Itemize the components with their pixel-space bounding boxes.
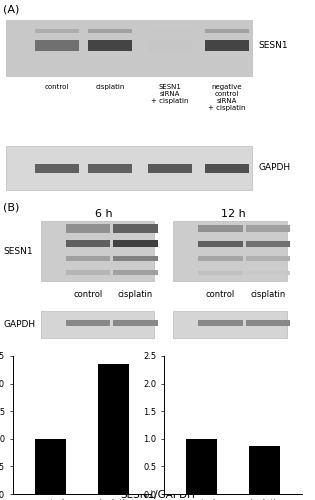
FancyBboxPatch shape — [88, 40, 132, 50]
Text: cisplatin: cisplatin — [118, 290, 153, 299]
FancyBboxPatch shape — [148, 29, 192, 33]
FancyBboxPatch shape — [205, 40, 249, 50]
FancyBboxPatch shape — [173, 221, 287, 281]
Text: control: control — [206, 290, 235, 299]
Text: control: control — [74, 290, 103, 299]
Text: 6 h: 6 h — [95, 209, 113, 219]
Text: cisplatin: cisplatin — [250, 290, 285, 299]
FancyBboxPatch shape — [41, 221, 154, 281]
Text: 12 h: 12 h — [221, 209, 245, 219]
FancyBboxPatch shape — [113, 320, 158, 326]
FancyBboxPatch shape — [88, 164, 132, 172]
FancyBboxPatch shape — [113, 240, 158, 247]
FancyBboxPatch shape — [41, 311, 154, 338]
Text: (B): (B) — [3, 203, 20, 213]
Text: GAPDH: GAPDH — [258, 164, 290, 172]
Text: SESN1: SESN1 — [258, 40, 288, 50]
FancyBboxPatch shape — [173, 311, 287, 338]
Text: SESN1/GAPDH: SESN1/GAPDH — [120, 490, 195, 500]
FancyBboxPatch shape — [198, 270, 243, 274]
FancyBboxPatch shape — [148, 40, 192, 50]
FancyBboxPatch shape — [246, 225, 290, 232]
FancyBboxPatch shape — [113, 270, 158, 275]
FancyBboxPatch shape — [246, 270, 290, 274]
FancyBboxPatch shape — [148, 164, 192, 172]
Text: (A): (A) — [3, 4, 20, 14]
FancyBboxPatch shape — [35, 164, 79, 172]
FancyBboxPatch shape — [198, 240, 243, 246]
FancyBboxPatch shape — [198, 256, 243, 261]
FancyBboxPatch shape — [6, 146, 252, 190]
FancyBboxPatch shape — [35, 40, 79, 50]
FancyBboxPatch shape — [113, 224, 158, 232]
Text: SESN1: SESN1 — [3, 246, 33, 256]
Text: negative
control
siRNA
+ cisplatin: negative control siRNA + cisplatin — [208, 84, 246, 111]
FancyBboxPatch shape — [66, 320, 110, 326]
FancyBboxPatch shape — [66, 240, 110, 247]
FancyBboxPatch shape — [66, 256, 110, 261]
FancyBboxPatch shape — [66, 270, 110, 275]
FancyBboxPatch shape — [113, 256, 158, 261]
FancyBboxPatch shape — [198, 320, 243, 326]
FancyBboxPatch shape — [66, 224, 110, 232]
FancyBboxPatch shape — [205, 29, 249, 33]
FancyBboxPatch shape — [246, 320, 290, 326]
FancyBboxPatch shape — [88, 29, 132, 33]
Text: GAPDH: GAPDH — [3, 320, 35, 329]
FancyBboxPatch shape — [205, 164, 249, 172]
Text: control: control — [44, 84, 69, 90]
FancyBboxPatch shape — [198, 225, 243, 232]
Text: SESN1
siRNA
+ cisplatin: SESN1 siRNA + cisplatin — [151, 84, 189, 104]
FancyBboxPatch shape — [6, 20, 252, 76]
FancyBboxPatch shape — [246, 256, 290, 261]
FancyBboxPatch shape — [246, 240, 290, 246]
Text: cisplatin: cisplatin — [95, 84, 125, 90]
FancyBboxPatch shape — [35, 29, 79, 33]
